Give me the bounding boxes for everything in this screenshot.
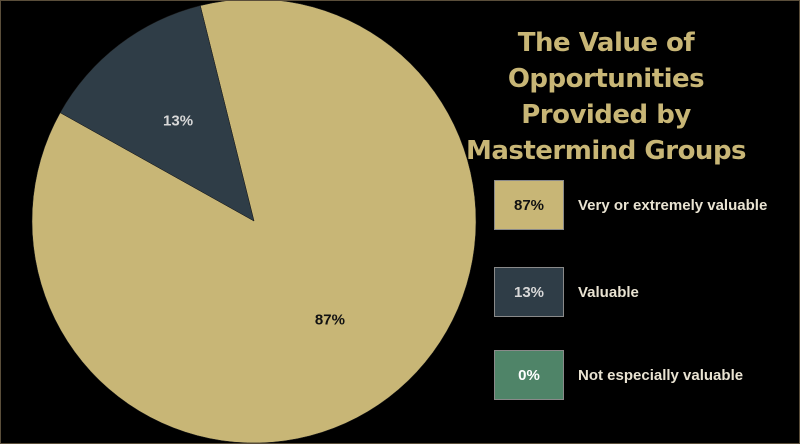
- legend-item-valuable: 13% Valuable: [494, 267, 639, 317]
- title-line-3: Mastermind Groups: [465, 136, 747, 166]
- legend-label-not-valuable: Not especially valuable: [578, 366, 744, 384]
- pie-label-1: 13%: [163, 113, 193, 130]
- legend-label-valuable: Valuable: [578, 283, 639, 301]
- legend-swatch-not-valuable: 0%: [494, 350, 564, 400]
- legend-swatch-very-valuable: 87%: [494, 180, 564, 230]
- title-line-1: The Value of Opportunities: [507, 28, 705, 94]
- pie-slice-0: [31, 1, 477, 443]
- legend-item-not-valuable: 0% Not especially valuable: [494, 350, 743, 400]
- chart-title: The Value of Opportunities Provided by M…: [421, 25, 791, 169]
- pie-label-0: 87%: [315, 311, 345, 328]
- legend-label-very-valuable: Very or extremely valuable: [578, 196, 768, 214]
- legend-item-very-valuable: 87% Very or extremely valuable: [494, 180, 767, 230]
- legend-swatch-valuable: 13%: [494, 267, 564, 317]
- title-line-2: Provided by: [521, 100, 691, 130]
- pie-slice-1: [59, 5, 255, 222]
